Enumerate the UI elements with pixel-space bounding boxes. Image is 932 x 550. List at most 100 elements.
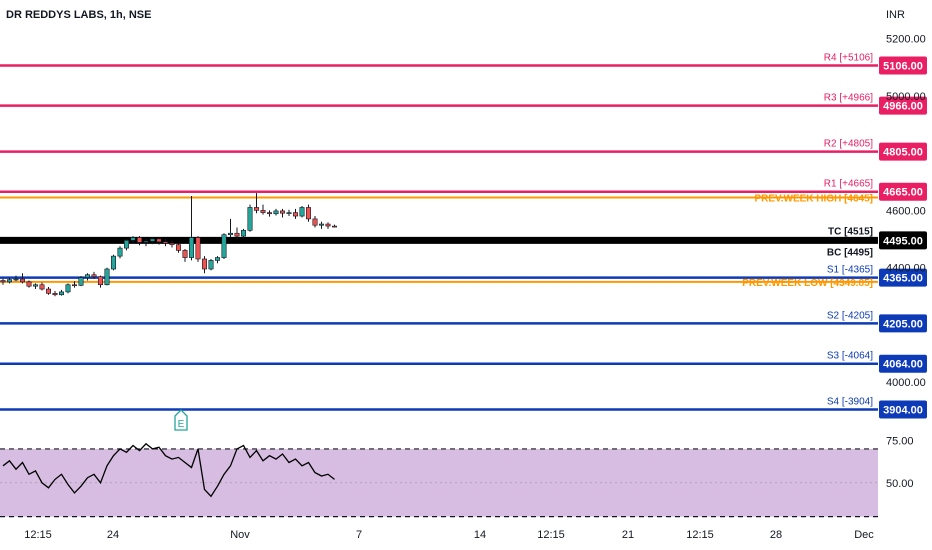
candle-body [312,218,318,226]
y-tick-label: 4400.00 [886,263,926,275]
candle-body [273,210,279,215]
level-label: S3 [-4064] [827,351,873,362]
level-label: S4 [-3904] [827,397,873,408]
level-price-tag-label: 4805.00 [883,147,923,159]
price-axis: 5200.00 5000.00 4600.00 4400.00 4000.00 [886,34,926,389]
candle-body [124,240,130,249]
level-price-tag-label: 4365.00 [883,273,923,285]
candle-body [195,237,201,260]
level-price-tag [879,231,927,250]
candle-body [299,207,305,217]
candle-body [215,257,221,261]
y-tick-label: 5000.00 [886,91,926,103]
candle-body [234,232,240,237]
candle-body [189,237,195,258]
level-label: BC [4495] [827,247,873,258]
candle-body [45,288,51,294]
level-label: R1 [+4665] [824,179,873,190]
level-price-tag-label: 4495.00 [883,235,923,247]
level-price-tag [879,56,927,75]
pivot-levels: R4 [+5106] 5106.00 R3 [+4966] 4966.00 R2 [+4… [0,52,927,419]
candle-body [58,291,64,296]
level-label: TC [4515] [828,227,873,238]
y-tick-label: 4000.00 [886,377,926,389]
candle-body [7,279,13,283]
level-label: PREV.WEEK LOW [4349.85] [742,278,873,289]
x-tick-label: Nov [230,529,250,541]
candle-body [286,212,292,214]
candle-body [0,280,6,283]
currency-label: INR [886,9,905,21]
x-tick-label: 24 [107,529,119,541]
candle-body [85,274,91,278]
x-tick-label: 12:15 [537,529,565,541]
level-price-tag [879,354,927,373]
candle-body [39,284,45,290]
candle-body [13,278,19,281]
candle-body [156,238,162,243]
rsi-pane: 75.00 50.00 [0,435,914,518]
candle-body [32,284,38,287]
y-tick-label: 5200.00 [886,34,926,46]
candle-body [163,241,169,244]
candle-body [52,293,58,296]
level-label: S2 [-4205] [827,310,873,321]
level-price-tag [879,400,927,419]
candle-body [292,212,298,217]
level-price-tag [879,268,927,287]
x-tick-label: Dec [854,529,874,541]
candle-body [228,232,234,235]
candle-body [117,247,123,257]
candle-body [98,276,104,286]
candle-body [208,260,214,270]
x-tick-label: 12:15 [24,529,52,541]
candle-body [247,207,253,231]
level-price-tag [879,314,927,333]
level-label: R3 [+4966] [824,93,873,104]
time-axis: 12:15 24 Nov 7 14 12:15 21 12:15 28 Dec [24,529,874,541]
rsi-line [2,442,335,498]
candle-body [143,240,149,243]
candle-body [182,250,188,258]
x-tick-label: 7 [356,529,362,541]
level-price-tag [879,96,927,115]
level-price-tag [879,142,927,161]
candle-body [91,274,97,278]
level-price-tag-label: 4205.00 [883,318,923,330]
candle-body [19,278,25,283]
level-label: R4 [+5106] [824,52,873,63]
level-label: PREV.WEEK HIGH [4645] [754,193,873,204]
candle-body [26,281,32,287]
candle-body [279,210,285,214]
level-label: R2 [+4805] [824,139,873,150]
x-tick-label: 28 [770,529,782,541]
candle-body [72,284,78,287]
price-candles: E [0,193,337,431]
candle-body [266,212,272,215]
candle-body [137,237,143,243]
level-price-tag-label: 5106.00 [883,60,923,72]
x-tick-label: 21 [622,529,634,541]
rsi-y-tick-label: 50.00 [886,478,914,490]
candle-body [254,207,260,211]
candle-body [104,268,110,286]
earnings-marker-label: E [178,419,185,430]
earnings-marker [174,409,188,431]
level-label: S1 [-4365] [827,265,873,276]
candle-body [331,225,337,228]
level-price-tag-label: 3904.00 [883,405,923,417]
level-price-tag-label: 4665.00 [883,187,923,199]
candle-body [260,210,266,213]
x-tick-label: 14 [474,529,486,541]
candle-body [221,234,227,258]
candle-body [169,242,175,245]
rsi-y-tick-label: 75.00 [886,435,914,447]
level-price-tag-label: 4064.00 [883,359,923,371]
candle-body [241,230,247,237]
candle-body [78,277,84,286]
chart-title: DR REDDYS LABS, 1h, NSE [6,9,151,21]
y-tick-label: 4600.00 [886,205,926,217]
candle-body [305,207,311,220]
candle-body [202,258,208,270]
